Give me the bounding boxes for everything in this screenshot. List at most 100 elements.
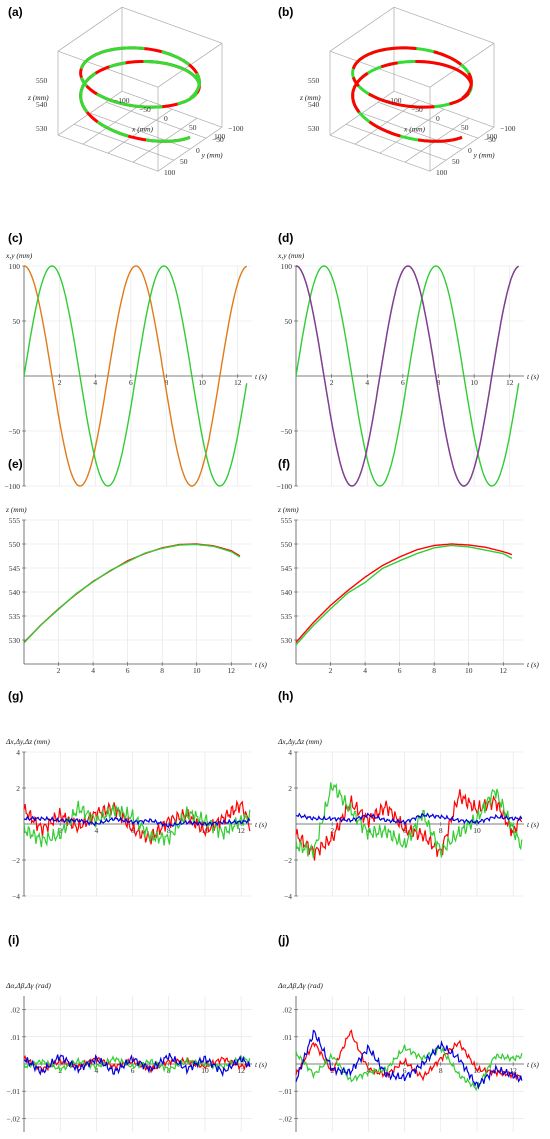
x-axis-label: t (s) [255,372,267,381]
x-tick-label: 6 [401,378,405,387]
panel-label: (a) [8,5,23,19]
y-tick-label: −100 [277,482,293,491]
y-tick-label: 100 [9,262,21,271]
y-tick-label: −2 [12,856,20,865]
series-line [23,265,248,487]
x-axis-label: t (s) [527,1060,539,1069]
y-tick-label: 50 [452,157,460,166]
x-tick-label: −100 [386,96,402,105]
panel-label: (f) [278,457,290,471]
y-tick-label: 550 [9,540,21,549]
y-axis-label: x,y (mm) [5,251,33,260]
z-tick-label: 540 [308,100,320,109]
y-tick-label: −100 [228,124,244,133]
y-tick-label: 50 [285,317,293,326]
x-axis-label: x (mm) [131,125,154,134]
y-tick-label: 2 [288,784,292,793]
z-tick-label: 550 [308,76,320,85]
x-tick-label: 2 [330,378,334,387]
chart-e: 2 4 6 8 10 12 530 535 540 545 550 555 z (mm) t (s) [5,505,267,675]
panel-label: (i) [8,933,19,947]
y-tick-label: −50 [212,135,224,144]
x-axis-label: t (s) [527,372,539,381]
x-tick-label: 8 [439,1066,443,1075]
x-tick-label: 4 [365,378,369,387]
y-tick-label: 540 [9,588,21,597]
box-edge [57,50,159,88]
helix-series-overlay [351,46,473,143]
x-tick-label: 6 [131,1066,135,1075]
z-tick-label: 550 [36,76,48,85]
x-axis-label: t (s) [255,820,267,829]
x-axis-label: x (mm) [403,125,426,134]
x-tick-label: 8 [167,826,171,835]
x-tick-label: 100 [486,132,498,141]
y-tick-label: −4 [284,892,292,901]
x-tick-label: 10 [473,826,481,835]
x-axis-label: t (s) [527,820,539,829]
x-tick-label: 4 [95,1066,99,1075]
y-tick-label: −.02 [6,1114,20,1123]
x-tick-label: −50 [411,105,423,114]
box-edge [329,50,431,88]
y-tick-label: −50 [484,135,496,144]
x-tick-label: 2 [58,378,62,387]
y-tick-label: .01 [11,1033,21,1042]
x-tick-label: 8 [437,378,441,387]
helix-plot-a: −100 −50 0 50 100 100 50 0 −50 −100 550 540 530 x (mm… [27,6,244,177]
series-line [295,265,520,487]
y-axis-label: Δx,Δy,Δz (mm) [5,737,50,746]
series-line [295,1044,523,1092]
y-tick-label: 50 [13,317,21,326]
x-tick-label: 4 [91,666,95,675]
box-edge [57,6,123,52]
y-tick-label: 50 [180,157,188,166]
y-axis-label: z (mm) [5,505,27,514]
x-tick-label: −100 [114,96,130,105]
y-axis-label: y (mm) [201,151,224,160]
x-tick-label: 10 [201,1066,209,1075]
y-tick-label: 535 [281,612,293,621]
x-tick-label: 12 [500,666,508,675]
y-tick-label: 4 [16,748,20,757]
y-tick-label: 550 [281,540,293,549]
x-tick-label: 4 [95,826,99,835]
helix-series-overlay [79,46,201,143]
y-axis-label: y (mm) [473,151,496,160]
y-tick-label: 555 [281,516,293,525]
y-tick-label: 100 [281,262,293,271]
z-tick-label: 530 [308,124,320,133]
y-tick-label: 2 [16,784,20,793]
y-tick-label: .01 [283,1033,293,1042]
y-tick-label: 540 [281,588,293,597]
x-tick-label: 12 [509,1066,517,1075]
y-tick-label: −50 [8,427,20,436]
grid-line [73,123,175,161]
y-tick-label: 535 [9,612,21,621]
y-tick-label: 545 [9,564,21,573]
x-tick-label: 2 [58,826,62,835]
x-tick-label: 0 [164,114,168,123]
y-tick-label: 530 [9,636,21,645]
x-tick-label: 50 [461,123,469,132]
x-tick-label: 100 [214,132,226,141]
x-tick-label: 12 [237,1066,245,1075]
series-line [295,544,513,646]
x-tick-label: 4 [363,666,367,675]
x-tick-label: 8 [432,666,436,675]
z-tick-label: 540 [36,100,48,109]
y-tick-label: 545 [281,564,293,573]
y-tick-label: 0 [196,146,200,155]
helix-plot-b: −100 −50 0 50 100 100 50 0 −50 −100 550 540 530 x (mm… [299,6,516,177]
series-line [296,812,523,826]
z-axis-label: z (mm) [299,93,321,102]
x-tick-label: 2 [329,666,333,675]
panel-label: (b) [278,5,293,19]
x-tick-label: 2 [57,666,61,675]
x-tick-label: 12 [228,666,236,675]
y-tick-label: 100 [164,168,176,177]
x-tick-label: 12 [237,826,245,835]
